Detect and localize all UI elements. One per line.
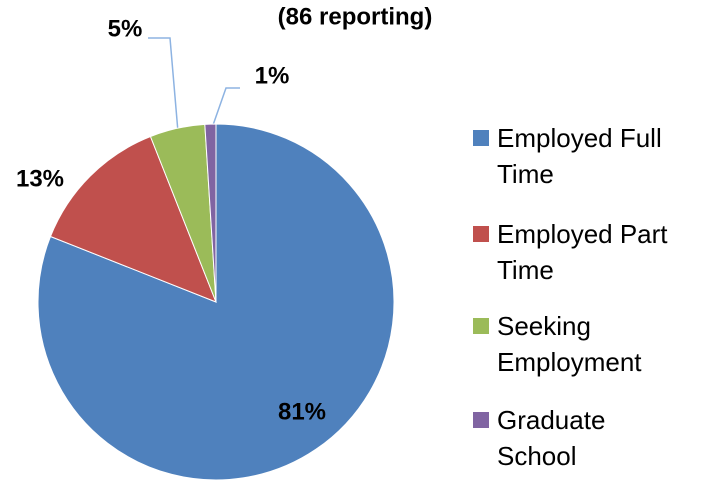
legend-swatch: [473, 412, 489, 428]
data-label: 5%: [108, 15, 143, 42]
pie-slice: [204, 123, 217, 303]
legend-label: Graduate School: [497, 405, 606, 471]
legend-label: Employed Full Time: [497, 123, 662, 189]
leader-line: [211, 87, 240, 129]
legend-swatch: [473, 130, 489, 146]
chart-title: (86 reporting): [278, 3, 433, 30]
leader-line: [148, 37, 179, 133]
legend-label: Seeking Employment: [497, 311, 642, 377]
legend-swatch: [473, 226, 489, 242]
legend-swatch: [473, 318, 489, 334]
data-label: 81%: [278, 398, 326, 425]
data-label: 13%: [16, 165, 64, 192]
pie-slice: [37, 123, 395, 481]
pie-slice: [49, 135, 217, 303]
legend-label: Employed Part Time: [497, 219, 668, 285]
data-label: 1%: [255, 62, 290, 89]
